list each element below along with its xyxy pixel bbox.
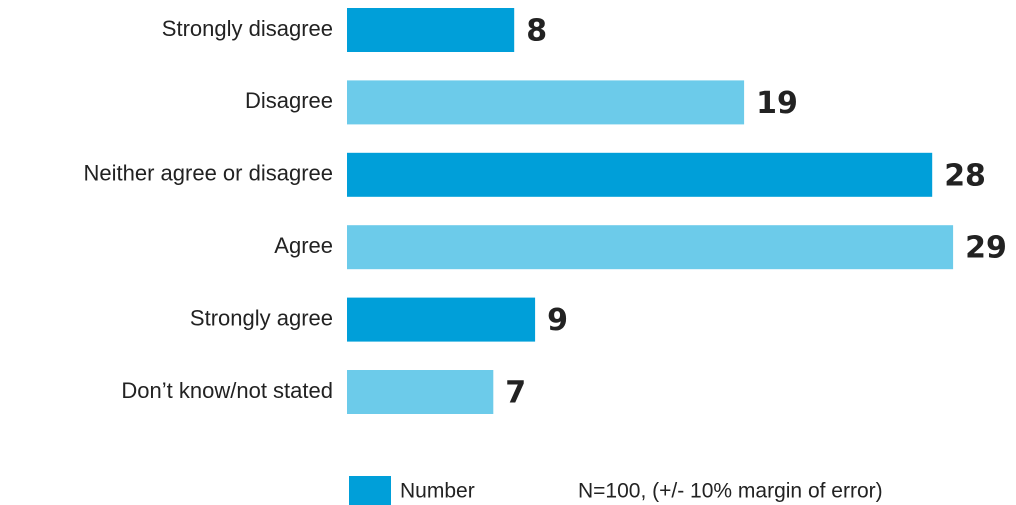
bar [347, 370, 494, 414]
bar [347, 8, 515, 52]
bar [347, 80, 745, 125]
value-label: 9 [547, 303, 568, 338]
value-label: 7 [505, 376, 526, 411]
category-label: Don’t know/not stated [121, 378, 333, 403]
legend-swatch [349, 476, 391, 505]
value-label: 8 [526, 14, 547, 49]
bar [347, 152, 933, 197]
category-label: Disagree [245, 88, 333, 113]
bar [347, 297, 536, 342]
value-label: 19 [756, 86, 798, 121]
category-label: Agree [274, 233, 333, 258]
legend-label: Number [400, 480, 475, 503]
value-label: 28 [944, 158, 986, 193]
category-label: Strongly disagree [162, 16, 333, 41]
value-label: 29 [965, 231, 1007, 266]
bar [347, 225, 954, 270]
category-label: Strongly agree [190, 305, 333, 330]
category-label: Neither agree or disagree [84, 161, 333, 186]
note: N=100, (+/- 10% margin of error) [578, 480, 883, 503]
